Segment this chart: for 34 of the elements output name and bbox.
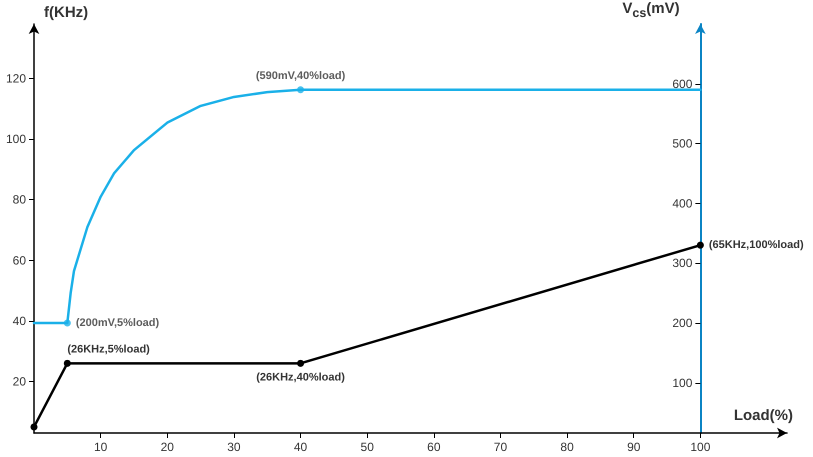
x-tick-label: 90 <box>627 440 641 454</box>
x-tick-label: 100 <box>690 440 711 454</box>
y2-axis-title: V$_{cs}$(mV) <box>622 0 680 22</box>
x-tick-label: 80 <box>560 440 574 454</box>
data-label: (590mV,40%load) <box>256 70 346 82</box>
y2-tick-label: 500 <box>672 136 693 151</box>
x-tick-label: 60 <box>427 440 441 454</box>
point <box>30 423 38 430</box>
x-tick-label: 30 <box>227 440 241 454</box>
data-label: (26KHz,40%load) <box>256 371 346 384</box>
data-label: (200mV,5%load) <box>76 316 160 329</box>
y2-tick-label: 400 <box>672 196 693 210</box>
x-tick-label: 20 <box>160 440 174 454</box>
y-tick-label: 40 <box>12 314 26 328</box>
x-tick-label: 40 <box>294 440 308 454</box>
x-tick-label: 10 <box>94 440 108 454</box>
point <box>64 360 71 367</box>
point <box>297 360 304 367</box>
x-tick-label: 50 <box>360 440 374 454</box>
point <box>696 242 704 249</box>
y-tick-label: 100 <box>6 132 26 146</box>
y-tick-label: 20 <box>12 374 26 388</box>
y2-tick-label: 100 <box>672 376 693 390</box>
y2-tick-label: 200 <box>672 316 693 330</box>
data-label: (26KHz,5%load) <box>67 343 150 356</box>
y2-tick-label: 300 <box>672 256 693 270</box>
x-tick-label: 70 <box>494 440 508 454</box>
y-tick-label: 80 <box>12 192 26 207</box>
y-tick-label: 120 <box>6 72 26 86</box>
data-label: (65KHz,100%load) <box>708 239 804 252</box>
y-axis-title: f(KHz) <box>44 4 88 21</box>
y-tick-label: 60 <box>12 253 26 268</box>
y2-tick-label: 600 <box>672 76 693 91</box>
x-axis-title: Load(%) <box>734 407 793 425</box>
